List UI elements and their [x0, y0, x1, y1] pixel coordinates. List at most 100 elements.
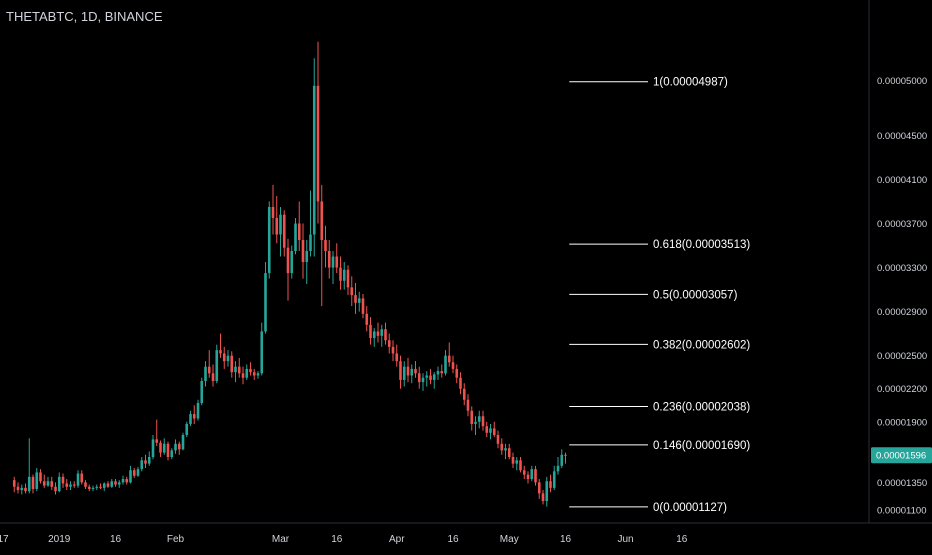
candle-body	[361, 298, 365, 314]
candle	[507, 443, 511, 460]
candle-body	[552, 471, 556, 488]
candle-body	[515, 460, 519, 464]
candle	[46, 476, 50, 487]
candle-body	[395, 353, 399, 362]
candle	[447, 342, 451, 367]
candle	[421, 373, 425, 391]
candle	[320, 184, 324, 307]
candle-body	[147, 457, 151, 464]
candle-body	[365, 313, 369, 325]
price-axis-tick-label: 0.00005000	[877, 76, 927, 87]
candle	[147, 451, 151, 466]
candle-body	[226, 355, 230, 362]
time-axis-tick-label: 16	[331, 534, 343, 545]
candle	[500, 438, 504, 455]
candle-body	[84, 482, 87, 487]
fib-level[interactable]: 0.618(0.00003513)	[569, 239, 750, 251]
candle	[204, 361, 207, 387]
candle-body	[414, 368, 417, 374]
candle-body	[245, 368, 249, 378]
fib-level[interactable]: 0(0.00001127)	[569, 502, 727, 514]
candle	[260, 322, 264, 376]
candle	[129, 465, 132, 484]
candle-body	[331, 256, 335, 268]
candle-body	[35, 472, 39, 489]
candle-body	[174, 443, 177, 451]
candle-body	[556, 465, 560, 472]
fib-level[interactable]: 1(0.00004987)	[569, 77, 728, 89]
candle-body	[324, 240, 327, 252]
candle-body	[384, 329, 387, 341]
candle	[162, 438, 166, 455]
time-axis-tick-label: 2019	[48, 534, 71, 545]
candle	[114, 479, 117, 487]
candle-body	[189, 414, 192, 424]
candle-body	[474, 421, 477, 424]
candle	[95, 484, 99, 491]
candle	[519, 457, 522, 473]
candle-body	[279, 214, 282, 235]
candle	[102, 482, 106, 492]
candle-body	[159, 442, 162, 453]
candle-body	[485, 426, 489, 433]
candle-body	[65, 483, 69, 487]
candle-body	[87, 486, 91, 489]
candle-body	[294, 223, 297, 252]
fib-level[interactable]: 0.5(0.00003057)	[569, 289, 738, 301]
candle	[219, 333, 222, 358]
candle	[391, 340, 395, 362]
candle-body	[50, 481, 54, 487]
candle	[110, 479, 114, 488]
candle	[151, 434, 155, 460]
candle-body	[271, 206, 275, 218]
candle	[429, 368, 432, 385]
fib-level-label: 0.236(0.00002038)	[653, 402, 750, 414]
candle	[481, 410, 485, 431]
candle	[200, 377, 204, 406]
price-axis-tick-label: 0.00002200	[877, 384, 927, 395]
candle-body	[549, 481, 552, 488]
candle-body	[162, 443, 166, 453]
candle-body	[204, 366, 207, 382]
candle	[76, 470, 80, 488]
fib-level-label: 0.382(0.00002602)	[653, 339, 750, 351]
candle-body	[316, 85, 320, 202]
candle	[526, 471, 530, 484]
candle-body	[489, 428, 492, 433]
candle	[301, 223, 305, 279]
candle-body	[560, 454, 564, 466]
candle	[297, 201, 301, 252]
candle	[522, 465, 526, 480]
candle-body	[305, 251, 309, 263]
candle	[185, 421, 189, 438]
current-price-tag-label: 0.00001596	[876, 451, 926, 462]
candle	[440, 364, 444, 378]
candle	[534, 465, 537, 486]
candle-body	[342, 269, 346, 281]
fib-level[interactable]: 0.146(0.00001690)	[569, 440, 750, 452]
candle-body	[297, 223, 301, 241]
candle	[541, 490, 545, 505]
candle-body	[275, 217, 279, 235]
candle	[402, 361, 406, 387]
candle-body	[132, 470, 136, 476]
fib-level[interactable]: 0.236(0.00002038)	[569, 402, 750, 414]
candle-body	[249, 368, 252, 373]
time-axis-tick-label: Apr	[389, 534, 405, 545]
candle-body	[372, 331, 376, 339]
candle	[477, 410, 481, 429]
candle-body	[155, 439, 159, 443]
candle	[155, 419, 159, 446]
candle-body	[234, 366, 237, 373]
time-axis-tick-label: Mar	[272, 534, 290, 545]
candle-body	[46, 481, 50, 486]
fib-level[interactable]: 0.382(0.00002602)	[569, 339, 750, 351]
candle-body	[125, 479, 129, 483]
candle-body	[507, 448, 511, 458]
fib-level-label: 0.618(0.00003513)	[653, 239, 750, 251]
candle	[69, 481, 72, 491]
candle-body	[192, 414, 196, 419]
candle	[350, 276, 354, 307]
candle-body	[376, 331, 380, 336]
